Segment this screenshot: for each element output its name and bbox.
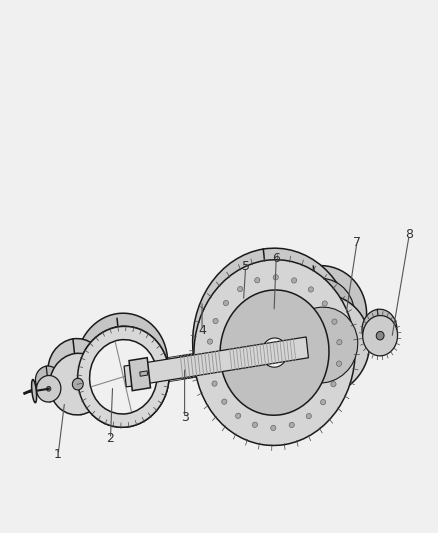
Ellipse shape	[207, 360, 212, 366]
Ellipse shape	[219, 290, 328, 415]
Ellipse shape	[48, 338, 104, 400]
Ellipse shape	[88, 327, 155, 401]
Ellipse shape	[291, 278, 296, 283]
Ellipse shape	[273, 295, 369, 395]
Ellipse shape	[361, 309, 396, 350]
Ellipse shape	[32, 379, 36, 402]
Ellipse shape	[331, 319, 336, 324]
Ellipse shape	[72, 378, 83, 390]
Ellipse shape	[235, 413, 240, 418]
Ellipse shape	[76, 313, 167, 414]
Text: 2: 2	[106, 432, 114, 446]
Ellipse shape	[89, 340, 157, 414]
Ellipse shape	[320, 400, 325, 405]
Ellipse shape	[375, 332, 383, 340]
Ellipse shape	[192, 248, 353, 434]
Ellipse shape	[336, 340, 341, 345]
Ellipse shape	[237, 286, 242, 292]
Polygon shape	[131, 359, 152, 389]
Ellipse shape	[362, 316, 397, 356]
Ellipse shape	[223, 301, 228, 306]
Ellipse shape	[282, 278, 354, 354]
Polygon shape	[129, 358, 150, 391]
Ellipse shape	[35, 366, 60, 393]
Ellipse shape	[270, 425, 275, 431]
Ellipse shape	[321, 301, 327, 306]
Ellipse shape	[218, 278, 327, 403]
Text: 7: 7	[352, 236, 360, 249]
Polygon shape	[153, 356, 180, 383]
Ellipse shape	[207, 339, 212, 344]
Ellipse shape	[78, 326, 169, 427]
Ellipse shape	[78, 326, 169, 427]
Ellipse shape	[307, 287, 313, 292]
Ellipse shape	[89, 340, 157, 414]
Text: 6: 6	[272, 252, 279, 265]
Text: 5: 5	[241, 260, 249, 273]
Polygon shape	[124, 337, 308, 387]
Ellipse shape	[212, 318, 218, 324]
Polygon shape	[44, 323, 388, 401]
Ellipse shape	[285, 307, 357, 383]
Text: 1: 1	[54, 448, 62, 461]
Ellipse shape	[194, 260, 354, 446]
Ellipse shape	[254, 278, 259, 283]
Ellipse shape	[221, 399, 226, 405]
Ellipse shape	[330, 382, 336, 387]
Ellipse shape	[261, 338, 287, 367]
Ellipse shape	[305, 414, 311, 419]
Ellipse shape	[252, 422, 257, 427]
Ellipse shape	[49, 353, 106, 415]
Ellipse shape	[289, 422, 294, 427]
Ellipse shape	[212, 381, 217, 386]
Ellipse shape	[272, 274, 278, 280]
Polygon shape	[139, 371, 147, 376]
Text: 4: 4	[198, 324, 205, 337]
Ellipse shape	[336, 361, 341, 366]
Ellipse shape	[36, 375, 61, 402]
Text: 8: 8	[404, 228, 412, 241]
Ellipse shape	[270, 265, 366, 367]
Ellipse shape	[46, 386, 51, 391]
Text: 3: 3	[180, 411, 188, 424]
